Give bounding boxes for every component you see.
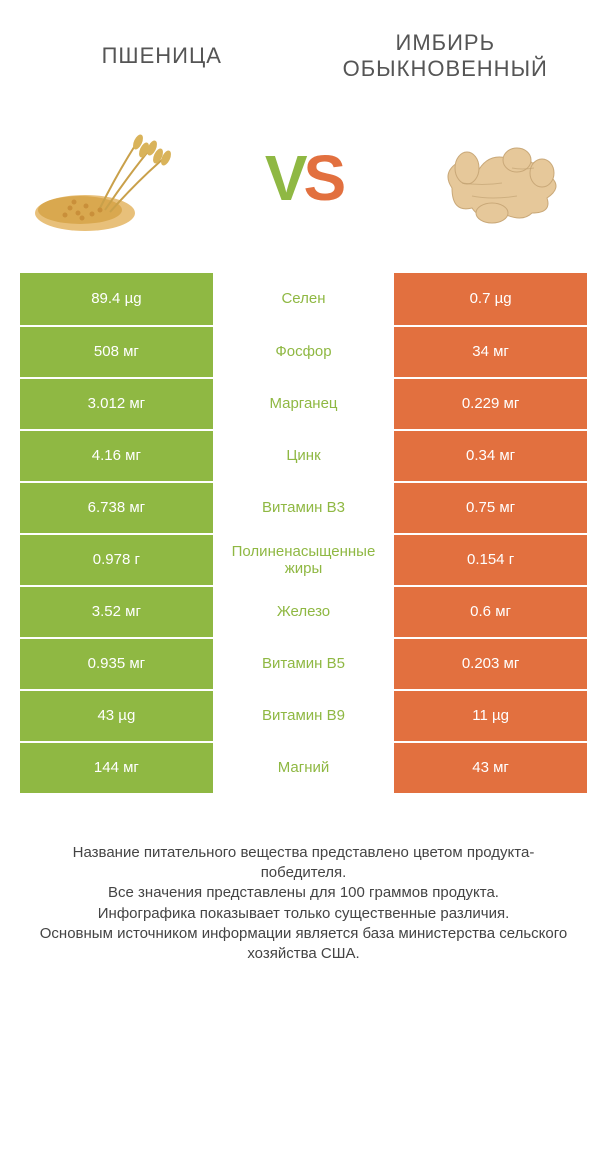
left-value: 89.4 µg: [20, 273, 213, 325]
table-row: 43 µgВитамин B911 µg: [20, 689, 587, 741]
right-value: 34 мг: [394, 327, 587, 377]
right-value: 0.154 г: [394, 535, 587, 585]
nutrient-label: Магний: [213, 743, 394, 793]
left-value: 508 мг: [20, 327, 213, 377]
nutrient-label: Цинк: [213, 431, 394, 481]
nutrient-label: Фосфор: [213, 327, 394, 377]
right-value: 0.229 мг: [394, 379, 587, 429]
left-value: 6.738 мг: [20, 483, 213, 533]
vs-label: VS: [265, 141, 342, 215]
footer-line-1: Название питательного вещества представл…: [30, 843, 577, 884]
header: ПШЕНИЦА ИМБИРЬ ОБЫКНОВЕННЫЙ: [0, 0, 607, 93]
left-value: 3.52 мг: [20, 587, 213, 637]
nutrient-label: Марганец: [213, 379, 394, 429]
left-value: 3.012 мг: [20, 379, 213, 429]
table-row: 0.935 мгВитамин B50.203 мг: [20, 637, 587, 689]
table-row: 3.52 мгЖелезо0.6 мг: [20, 585, 587, 637]
right-value: 0.75 мг: [394, 483, 587, 533]
table-row: 3.012 мгМарганец0.229 мг: [20, 377, 587, 429]
table-row: 6.738 мгВитамин B30.75 мг: [20, 481, 587, 533]
table-row: 508 мгФосфор34 мг: [20, 325, 587, 377]
ginger-image: [417, 113, 577, 243]
images-row: VS: [0, 93, 607, 273]
left-value: 144 мг: [20, 743, 213, 793]
footer: Название питательного вещества представл…: [0, 793, 607, 965]
left-value: 43 µg: [20, 691, 213, 741]
vs-v: V: [265, 142, 304, 214]
right-value: 0.7 µg: [394, 273, 587, 325]
table-row: 89.4 µgСелен0.7 µg: [20, 273, 587, 325]
left-value: 0.935 мг: [20, 639, 213, 689]
right-value: 0.34 мг: [394, 431, 587, 481]
nutrient-label: Селен: [213, 273, 394, 325]
comparison-table: 89.4 µgСелен0.7 µg508 мгФосфор34 мг3.012…: [0, 273, 607, 793]
footer-line-4: Основным источником информации является …: [30, 924, 577, 965]
table-row: 0.978 гПолиненасыщенные жиры0.154 г: [20, 533, 587, 585]
footer-line-2: Все значения представлены для 100 граммо…: [30, 883, 577, 903]
right-value: 0.203 мг: [394, 639, 587, 689]
right-title: ИМБИРЬ ОБЫКНОВЕННЫЙ: [304, 30, 588, 83]
table-row: 4.16 мгЦинк0.34 мг: [20, 429, 587, 481]
right-value: 0.6 мг: [394, 587, 587, 637]
nutrient-label: Полиненасыщенные жиры: [213, 535, 394, 585]
nutrient-label: Витамин B3: [213, 483, 394, 533]
nutrient-label: Витамин B9: [213, 691, 394, 741]
right-value: 11 µg: [394, 691, 587, 741]
nutrient-label: Витамин B5: [213, 639, 394, 689]
left-value: 0.978 г: [20, 535, 213, 585]
nutrient-label: Железо: [213, 587, 394, 637]
vs-s: S: [304, 142, 343, 214]
table-row: 144 мгМагний43 мг: [20, 741, 587, 793]
left-title: ПШЕНИЦА: [20, 43, 304, 69]
footer-line-3: Инфографика показывает только существенн…: [30, 904, 577, 924]
left-value: 4.16 мг: [20, 431, 213, 481]
wheat-image: [30, 113, 190, 243]
right-value: 43 мг: [394, 743, 587, 793]
